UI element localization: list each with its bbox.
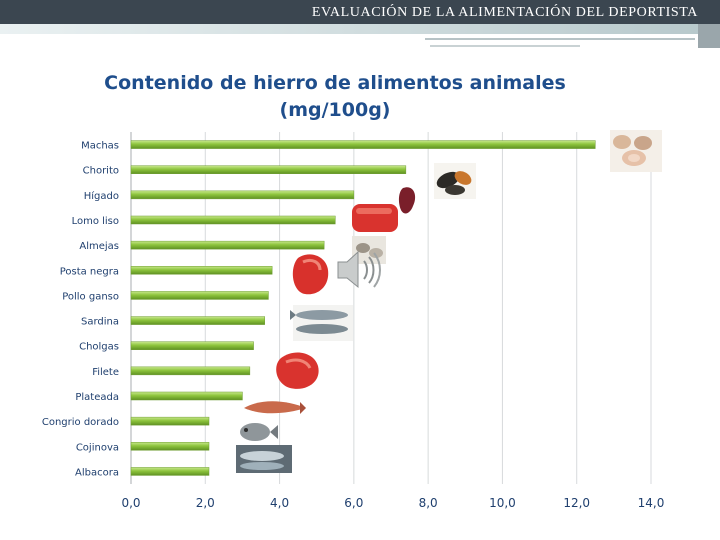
- bar: [130, 316, 265, 325]
- category-label: Filete: [92, 367, 119, 378]
- bar: [130, 291, 269, 300]
- bar: [130, 366, 251, 376]
- liver-image: [398, 187, 416, 214]
- beef-image: [292, 254, 329, 295]
- sardines-image: [290, 305, 353, 341]
- tick-label: 6,0: [344, 496, 363, 510]
- tick-label: 12,0: [563, 496, 590, 510]
- grid-lines: [130, 132, 652, 484]
- category-label: Congrio dorado: [42, 417, 119, 428]
- fish-image: [240, 423, 278, 441]
- tick-label: 8,0: [419, 496, 438, 510]
- category-label: Cojinova: [76, 442, 119, 453]
- category-label: Lomo liso: [72, 216, 119, 227]
- tick-label: 10,0: [489, 496, 516, 510]
- category-label: Chorito: [83, 166, 119, 177]
- bar: [130, 416, 210, 426]
- bar: [130, 140, 596, 149]
- bar: [130, 165, 407, 174]
- tuna-image: [236, 445, 292, 473]
- tick-label: 14,0: [638, 496, 665, 510]
- category-label: Albacora: [75, 467, 119, 478]
- shellfish-image: [610, 130, 662, 172]
- beef-steak-image: [352, 204, 398, 232]
- category-label: Cholgas: [79, 342, 119, 353]
- category-label: Pollo ganso: [62, 291, 119, 302]
- category-label: Hígado: [84, 190, 119, 202]
- decorative-rule: [425, 38, 695, 40]
- category-label: Sardina: [81, 317, 119, 328]
- eel-image: [244, 401, 306, 414]
- category-label: Almejas: [79, 241, 119, 252]
- food-pictures: [236, 130, 662, 473]
- accent-strip: [0, 24, 698, 34]
- bars: [130, 140, 596, 476]
- bar: [130, 341, 254, 350]
- page-title: EVALUACIÓN DE LA ALIMENTACIÓN DEL DEPORT…: [311, 5, 698, 20]
- category-label: Posta negra: [60, 266, 119, 277]
- chart-title: Contenido de hierro de alimentos animale…: [104, 72, 566, 94]
- chart-subtitle: (mg/100g): [279, 99, 391, 121]
- category-label: Plateada: [75, 392, 119, 403]
- bar: [130, 442, 210, 451]
- decorative-rule: [430, 45, 580, 47]
- category-label: Machas: [81, 141, 119, 152]
- tick-labels: 0,0 2,0 4,0 6,0 8,0 10,0 12,0 14,0: [121, 496, 664, 510]
- speaker-icon[interactable]: [334, 247, 384, 293]
- bar: [130, 240, 325, 250]
- header-accent: [698, 24, 720, 48]
- category-labels: Machas Chorito Hígado Lomo liso Almejas Posta…: [42, 141, 119, 479]
- fillet-image: [276, 352, 319, 389]
- bar: [130, 391, 243, 401]
- tick-label: 4,0: [270, 496, 289, 510]
- bar: [130, 215, 336, 225]
- bar: [130, 190, 355, 200]
- bar: [130, 266, 273, 275]
- tick-label: 0,0: [121, 496, 140, 510]
- tick-label: 2,0: [196, 496, 215, 510]
- chart-title-block: Contenido de hierro de alimentos animale…: [100, 70, 570, 124]
- mussel-image: [434, 163, 476, 199]
- bar: [130, 467, 210, 476]
- header-bar: [0, 0, 720, 24]
